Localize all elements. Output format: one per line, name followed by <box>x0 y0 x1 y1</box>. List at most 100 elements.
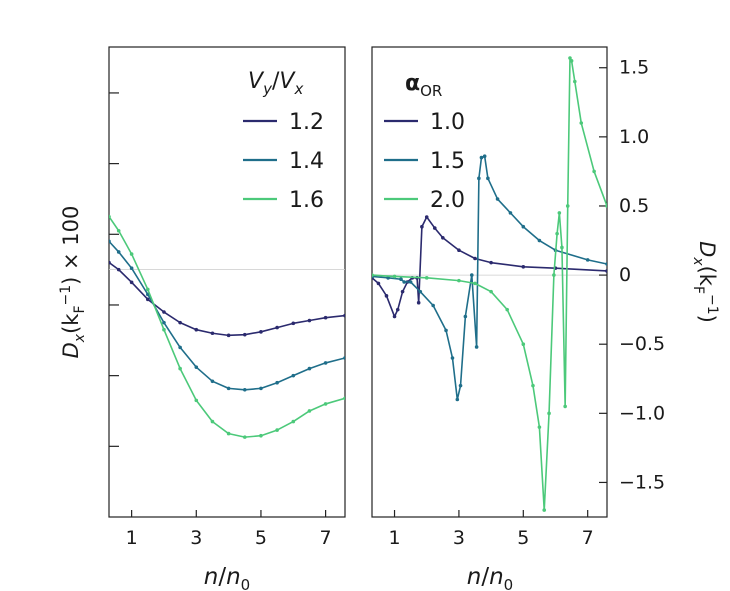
right-series-1-5 <box>372 154 607 402</box>
series-line <box>372 57 607 511</box>
data-point <box>508 211 513 215</box>
right-y-ticks: 1.5 1.0 0.5 0 −0.5 −1.0 −1.5 <box>599 57 665 493</box>
data-point <box>307 409 312 413</box>
data-point <box>555 231 559 236</box>
data-point <box>226 333 231 338</box>
data-point <box>531 383 535 388</box>
right-plot-frame <box>371 46 608 518</box>
data-point <box>194 398 199 403</box>
data-point <box>479 155 484 160</box>
right-series-2-0 <box>372 56 607 512</box>
data-point <box>323 315 328 320</box>
data-point <box>399 277 403 282</box>
data-point <box>521 264 526 269</box>
data-point <box>109 260 111 265</box>
data-point <box>129 266 134 271</box>
data-point <box>307 366 312 371</box>
data-point <box>565 204 570 208</box>
right-y-tick-label: 0 <box>619 264 631 286</box>
left-legend: Vy/Vx 1.2 1.4 1.6 <box>243 69 324 213</box>
legend-label: 1.6 <box>289 188 324 213</box>
data-point <box>474 345 479 349</box>
right-x-axis-label: n/n0 <box>467 564 513 591</box>
right-series-1-0 <box>372 215 607 319</box>
data-point <box>162 320 166 325</box>
data-point <box>424 215 429 219</box>
data-point <box>226 431 231 436</box>
data-point <box>109 239 111 244</box>
data-point <box>343 356 345 360</box>
data-point <box>542 508 547 512</box>
data-point <box>275 428 279 432</box>
data-point <box>420 224 424 229</box>
data-point <box>416 300 421 305</box>
data-point <box>343 396 345 401</box>
data-point <box>457 248 461 253</box>
data-point <box>307 318 312 323</box>
data-point <box>463 314 468 319</box>
data-point <box>145 287 150 292</box>
data-point <box>162 327 166 332</box>
data-point <box>563 404 567 409</box>
data-point <box>210 379 215 384</box>
right-y-tick-label: −1.5 <box>619 471 665 493</box>
data-point <box>441 235 445 240</box>
left-y-axis-label: Dx(kF−1) × 100 <box>58 206 88 359</box>
left-y-ticks <box>109 92 119 447</box>
right-y-axis-label: Dx(kF−1) <box>690 241 720 323</box>
data-point <box>469 273 474 277</box>
data-point <box>291 321 296 326</box>
data-point <box>473 256 477 261</box>
data-point <box>109 214 111 219</box>
data-point <box>537 425 542 429</box>
data-point <box>573 79 577 84</box>
right-y-tick-label: 1.0 <box>619 126 649 148</box>
data-point <box>408 280 413 284</box>
data-point <box>585 258 590 262</box>
data-point <box>489 289 493 294</box>
data-point <box>392 274 397 279</box>
data-point <box>557 211 562 215</box>
left-series-1-2 <box>109 260 345 338</box>
data-point <box>129 252 134 256</box>
right-series-group <box>372 56 607 512</box>
legend-label: 1.2 <box>289 110 324 135</box>
data-point <box>418 289 423 294</box>
data-point <box>275 325 279 330</box>
data-point <box>210 419 215 424</box>
data-point <box>259 386 263 391</box>
data-point <box>547 411 551 416</box>
data-point <box>386 276 390 280</box>
data-point <box>444 328 448 333</box>
data-point <box>486 176 490 181</box>
data-point <box>116 250 121 254</box>
data-point <box>455 397 460 402</box>
data-point <box>402 280 406 284</box>
data-point <box>560 245 564 250</box>
left-panel: 1 3 5 7 Vy/Vx 1.2 1.4 1.6 Dx(kF−1) × 100 n/n0 <box>58 46 346 591</box>
data-point <box>431 303 435 308</box>
data-point <box>592 169 596 174</box>
data-point <box>424 276 429 280</box>
right-x-tick-label: 3 <box>453 527 465 549</box>
right-x-ticks: 1 3 5 7 <box>388 510 594 549</box>
data-point <box>568 56 572 60</box>
data-point <box>116 228 121 233</box>
data-point <box>259 433 263 438</box>
right-panel: 1.5 1.0 0.5 0 −0.5 −1.0 −1.5 1 3 5 7 αOR 1.0 1.5 2.… <box>371 46 720 591</box>
data-point <box>569 59 574 63</box>
data-point <box>343 313 345 318</box>
data-point <box>395 307 400 312</box>
data-point <box>384 294 389 298</box>
right-y-tick-label: −0.5 <box>619 333 665 355</box>
right-legend: αOR 1.0 1.5 2.0 <box>384 71 465 213</box>
data-point <box>242 387 247 392</box>
left-x-tick-label: 7 <box>320 527 332 549</box>
data-point <box>579 121 584 125</box>
data-point <box>129 280 134 285</box>
legend-label: 1.5 <box>430 149 465 174</box>
data-point <box>495 197 500 201</box>
left-x-tick-label: 5 <box>255 527 267 549</box>
data-point <box>605 269 607 273</box>
data-point <box>226 386 231 391</box>
